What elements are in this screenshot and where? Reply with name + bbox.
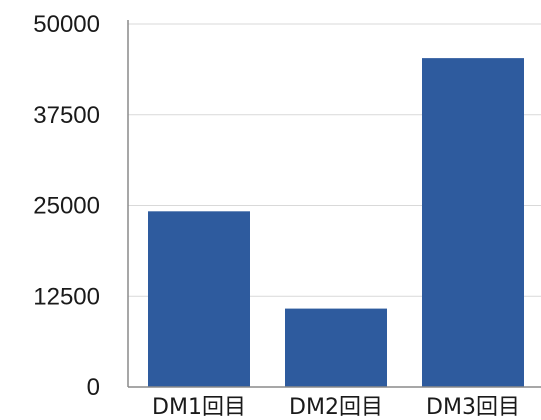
x-tick-label: DM2回目	[289, 395, 383, 420]
y-tick-label: 12500	[33, 283, 100, 310]
y-tick-label: 37500	[33, 102, 100, 129]
x-tick-label: DM3回目	[426, 395, 520, 420]
x-tick-labels: DM1回目 DM2回目 DM3回目	[152, 395, 520, 420]
y-tick-label: 50000	[33, 11, 100, 38]
y-tick-label: 0	[87, 374, 100, 401]
x-tick-label: DM1回目	[152, 395, 246, 420]
bar	[148, 211, 250, 387]
bars	[148, 58, 524, 387]
bar	[285, 308, 387, 387]
y-tick-label: 25000	[33, 193, 100, 220]
y-tick-labels: 0 12500 25000 37500 50000	[33, 11, 100, 401]
bar	[422, 58, 524, 387]
axes	[127, 20, 541, 388]
